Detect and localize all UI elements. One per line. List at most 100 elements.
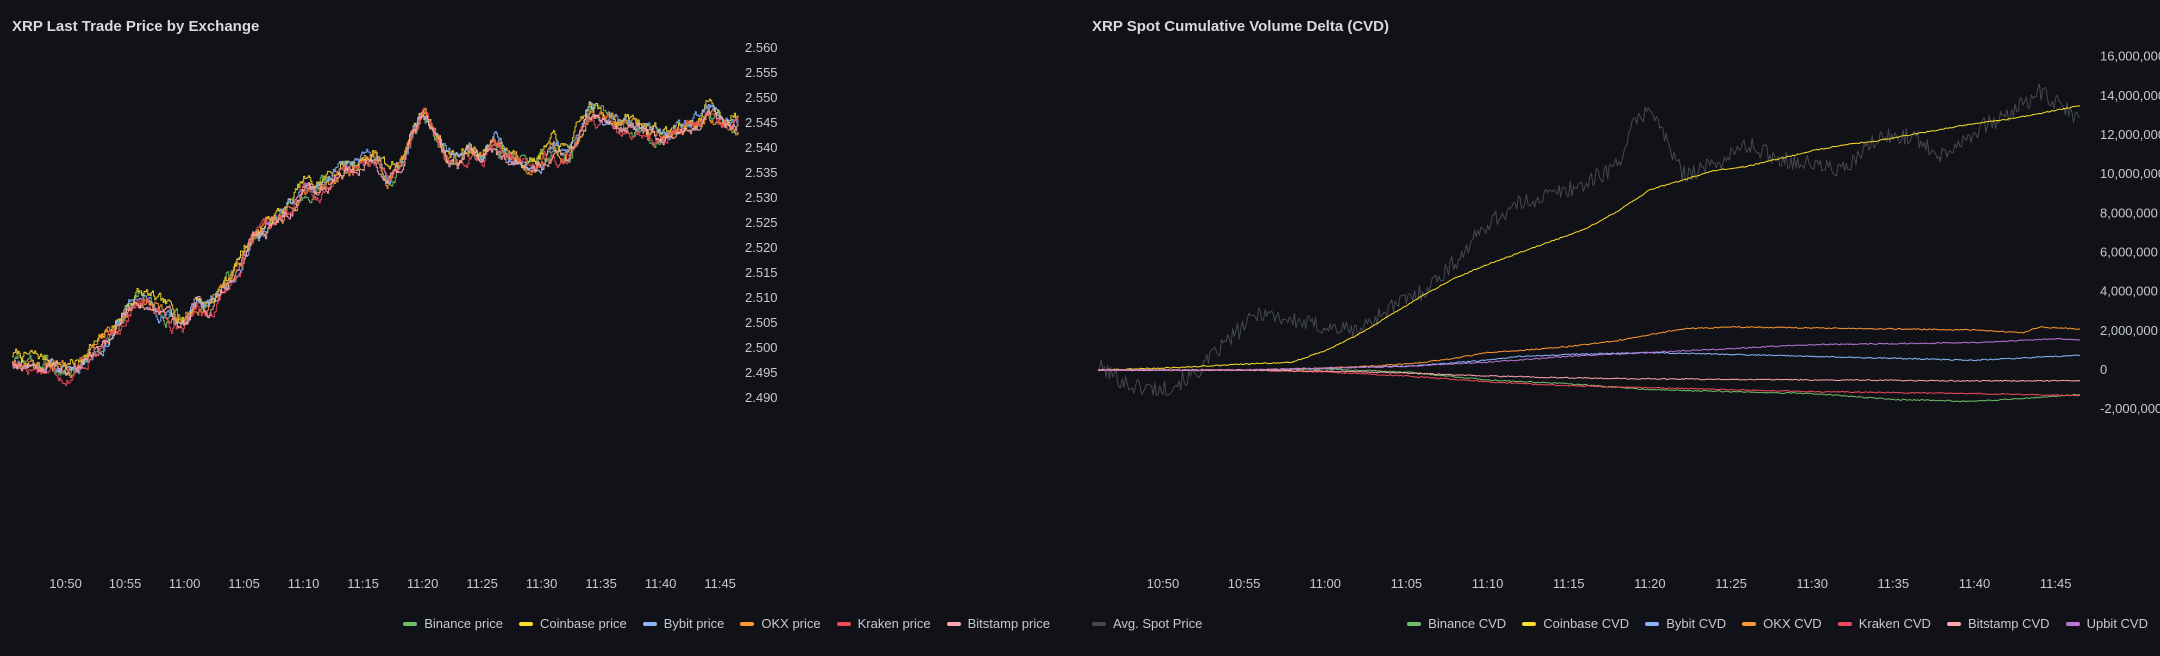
price-x-tick: 11:05 — [228, 576, 260, 591]
cvd-y-tick: 12,000,000 — [2100, 127, 2160, 142]
series-line-avg-spot-price[interactable] — [1097, 83, 2081, 397]
cvd-x-tick: 11:30 — [1796, 576, 1828, 591]
price-chart-title: XRP Last Trade Price by Exchange — [12, 18, 260, 35]
price-y-tick: 2.520 — [745, 240, 778, 255]
legend-item-kraken-price[interactable]: Kraken price — [836, 616, 931, 631]
legend-swatch — [836, 621, 851, 626]
price-x-tick: 11:45 — [704, 576, 736, 591]
series-line-upbit-cvd[interactable] — [1097, 337, 2080, 372]
legend-label: Kraken price — [857, 616, 931, 631]
series-line-kraken-price[interactable] — [12, 107, 739, 387]
price-y-tick: 2.510 — [745, 290, 778, 305]
legend-item-bybit-price[interactable]: Bybit price — [642, 616, 725, 631]
price-x-tick: 11:10 — [288, 576, 320, 591]
legend-swatch — [403, 621, 418, 626]
price-panel: XRP Last Trade Price by Exchange 10:50 10… — [0, 0, 1080, 656]
legend-item-coinbase-price[interactable]: Coinbase price — [518, 616, 627, 631]
price-y-tick: 2.545 — [745, 115, 778, 130]
series-line-kraken-cvd[interactable] — [1097, 369, 2081, 397]
cvd-y-tick: -2,000,000 — [2100, 401, 2160, 416]
legend-label: Bybit CVD — [1666, 616, 1727, 631]
legend-swatch — [1407, 621, 1422, 626]
cvd-x-tick: 10:50 — [1147, 576, 1180, 591]
cvd-x-tick: 10:55 — [1228, 576, 1261, 591]
legend-label: Binance price — [424, 616, 503, 631]
legend-label: Coinbase price — [539, 616, 627, 631]
cvd-x-tick: 11:45 — [2040, 576, 2072, 591]
series-line-bitstamp-price[interactable] — [12, 107, 739, 376]
legend-swatch — [518, 621, 533, 626]
legend-item-coinbase-cvd[interactable]: Coinbase CVD — [1522, 616, 1629, 631]
cvd-y-tick: 8,000,000 — [2100, 205, 2158, 220]
price-chart-svg[interactable]: 10:50 10:55 11:00 11:05 11:10 11:15 11:20 11:25… — [0, 0, 1080, 656]
legend-label: OKX CVD — [1763, 616, 1822, 631]
legend-label: Binance CVD — [1428, 616, 1507, 631]
legend-swatch — [1946, 621, 1961, 626]
series-line-bybit-price[interactable] — [12, 101, 739, 374]
legend-item-avg-spot-price[interactable]: Avg. Spot Price — [1092, 616, 1202, 631]
cvd-y-tick: 0 — [2100, 362, 2107, 377]
series-line-bitstamp-cvd[interactable] — [1097, 369, 2081, 382]
cvd-legend-price: Avg. Spot Price — [1092, 616, 1202, 631]
price-y-tick: 2.500 — [745, 340, 778, 355]
legend-label: Coinbase CVD — [1543, 616, 1630, 631]
legend-item-okx-cvd[interactable]: OKX CVD — [1742, 616, 1822, 631]
cvd-y-tick: 16,000,000 — [2100, 49, 2160, 64]
legend-swatch — [642, 621, 657, 626]
legend-swatch — [1837, 621, 1852, 626]
legend-swatch — [1092, 621, 1106, 626]
series-line-coinbase-price[interactable] — [12, 98, 739, 370]
price-y-tick: 2.535 — [745, 165, 778, 180]
legend-item-binance-price[interactable]: Binance price — [403, 616, 503, 631]
cvd-y-tick: 2,000,000 — [2100, 323, 2158, 338]
cvd-y-tick: 6,000,000 — [2100, 245, 2158, 260]
cvd-x-tick: 11:40 — [1959, 576, 1991, 591]
legend-swatch — [946, 621, 961, 626]
price-y-tick: 2.490 — [745, 390, 778, 405]
legend-label: Avg. Spot Price — [1113, 616, 1203, 631]
cvd-y-tick: 14,000,000 — [2100, 88, 2160, 103]
price-x-tick: 10:55 — [109, 576, 142, 591]
price-x-tick: 11:20 — [407, 576, 439, 591]
price-y-tick: 2.530 — [745, 190, 778, 205]
legend-swatch — [740, 621, 755, 626]
legend-swatch — [2065, 621, 2080, 626]
legend-item-upbit-cvd[interactable]: Upbit CVD — [2065, 616, 2148, 631]
price-x-tick: 10:50 — [49, 576, 82, 591]
price-x-tick: 11:40 — [645, 576, 677, 591]
series-line-okx-price[interactable] — [12, 110, 739, 379]
legend-swatch — [1522, 621, 1537, 626]
cvd-chart-svg[interactable]: 10:50 10:55 11:00 11:05 11:10 11:15 11:20 11:25… — [1080, 0, 2160, 656]
legend-item-okx-price[interactable]: OKX price — [740, 616, 821, 631]
legend-item-bitstamp-price[interactable]: Bitstamp price — [946, 616, 1050, 631]
legend-item-bitstamp-cvd[interactable]: Bitstamp CVD — [1946, 616, 2050, 631]
cvd-x-tick: 11:10 — [1472, 576, 1504, 591]
legend-item-kraken-cvd[interactable]: Kraken CVD — [1837, 616, 1931, 631]
legend-swatch — [1742, 621, 1757, 626]
legend-label: Bitstamp price — [967, 616, 1050, 631]
series-line-binance-price[interactable] — [12, 104, 739, 376]
price-y-tick: 2.515 — [745, 265, 778, 280]
legend-item-bybit-cvd[interactable]: Bybit CVD — [1645, 616, 1726, 631]
legend-label: Bybit price — [663, 616, 725, 631]
legend-item-binance-cvd[interactable]: Binance CVD — [1407, 616, 1506, 631]
legend-label: Upbit CVD — [2086, 616, 2148, 631]
cvd-legend: Binance CVD Coinbase CVD Bybit CVD OKX CVD K… — [1407, 616, 2148, 631]
cvd-x-tick: 11:35 — [1878, 576, 1910, 591]
price-legend: Binance price Coinbase price Bybit price OK… — [403, 616, 1050, 631]
cvd-chart-title: XRP Spot Cumulative Volume Delta (CVD) — [1092, 18, 1389, 35]
legend-label: Bitstamp CVD — [1967, 616, 2050, 631]
cvd-x-tick: 11:05 — [1391, 576, 1423, 591]
series-line-coinbase-cvd[interactable] — [1097, 105, 2081, 371]
price-y-tick: 2.550 — [745, 90, 778, 105]
cvd-x-tick: 11:15 — [1553, 576, 1585, 591]
price-x-tick: 11:00 — [169, 576, 201, 591]
cvd-x-tick: 11:25 — [1715, 576, 1747, 591]
cvd-y-tick: 10,000,000 — [2100, 166, 2160, 181]
legend-swatch — [1645, 621, 1660, 626]
price-y-tick: 2.495 — [745, 365, 778, 380]
price-y-tick: 2.555 — [745, 65, 778, 80]
price-y-tick: 2.505 — [745, 315, 778, 330]
price-x-tick: 11:35 — [585, 576, 617, 591]
price-y-tick: 2.525 — [745, 215, 778, 230]
